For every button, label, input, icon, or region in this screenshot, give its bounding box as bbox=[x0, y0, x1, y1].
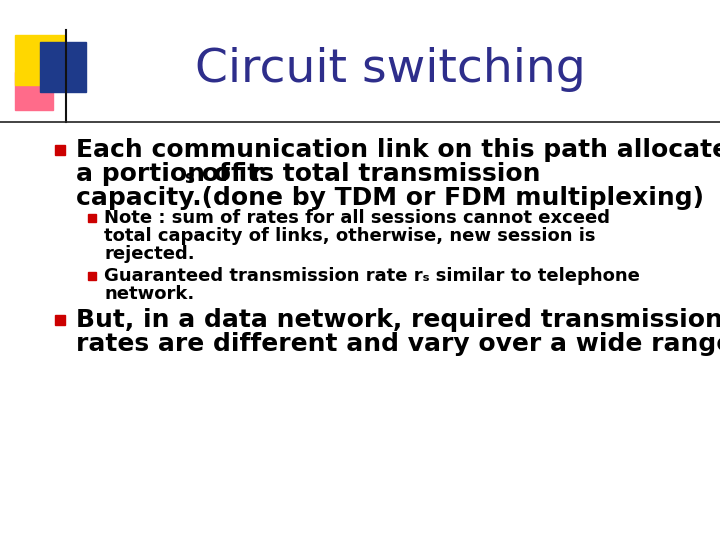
Text: rejected.: rejected. bbox=[104, 245, 194, 263]
Text: total capacity of links, otherwise, new session is: total capacity of links, otherwise, new … bbox=[104, 227, 595, 245]
Text: network.: network. bbox=[104, 285, 194, 303]
Bar bbox=[55, 145, 65, 155]
Bar bbox=[15, 35, 65, 85]
Bar bbox=[15, 72, 53, 110]
Text: capacity.(done by TDM or FDM multiplexing): capacity.(done by TDM or FDM multiplexin… bbox=[76, 186, 704, 210]
Text: of its total transmission: of its total transmission bbox=[193, 162, 541, 186]
Text: Each communication link on this path allocates: Each communication link on this path all… bbox=[76, 138, 720, 162]
Bar bbox=[40, 42, 86, 92]
Text: Guaranteed transmission rate rₛ similar to telephone: Guaranteed transmission rate rₛ similar … bbox=[104, 267, 640, 285]
Text: s: s bbox=[184, 169, 194, 187]
Bar bbox=[88, 272, 96, 280]
Bar bbox=[55, 315, 65, 325]
Text: a portion of r: a portion of r bbox=[76, 162, 263, 186]
Text: Circuit switching: Circuit switching bbox=[194, 48, 585, 92]
Text: rates are different and vary over a wide range: rates are different and vary over a wide… bbox=[76, 332, 720, 356]
Bar bbox=[88, 214, 96, 222]
Text: But, in a data network, required transmission: But, in a data network, required transmi… bbox=[76, 308, 720, 332]
Text: Note : sum of rates for all sessions cannot exceed: Note : sum of rates for all sessions can… bbox=[104, 209, 610, 227]
